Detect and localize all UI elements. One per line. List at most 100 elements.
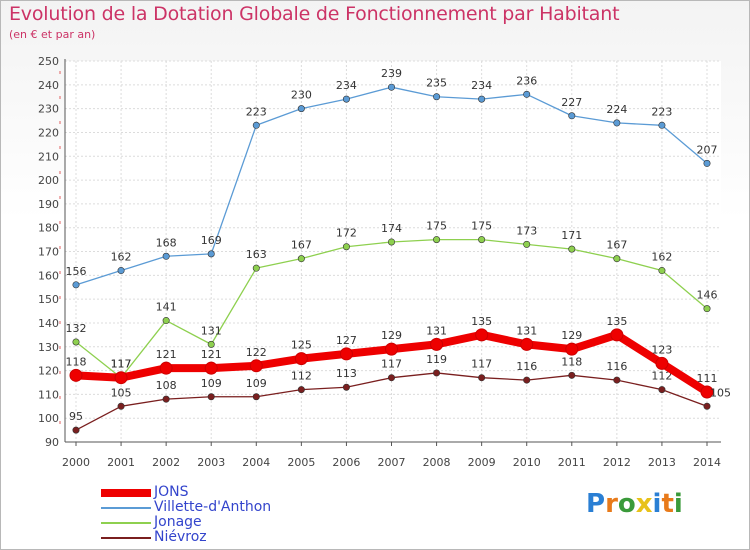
data-point-jons <box>475 328 489 342</box>
data-label-villette-d-anthon: 236 <box>516 74 537 87</box>
data-label-jonage: 172 <box>336 227 357 240</box>
y-tick-label: 140 <box>38 317 59 330</box>
data-label-nievroz-overlap: 105 <box>710 386 731 399</box>
data-label-jonage: 175 <box>471 220 492 233</box>
y-tick-label: 190 <box>38 198 59 211</box>
data-point-jons <box>520 337 534 351</box>
legend-item-villette: Villette-d'Anthon <box>101 500 361 515</box>
data-point-nievroz <box>433 369 441 377</box>
data-point-nievroz <box>478 374 486 382</box>
data-point-villette-d-anthon <box>703 159 711 167</box>
data-point-jons <box>700 385 714 399</box>
data-label-jons: 131 <box>426 324 447 337</box>
data-label-nievroz: 108 <box>156 379 177 392</box>
data-label-jonage: 171 <box>561 229 582 242</box>
data-label-jons: 118 <box>66 355 87 368</box>
y-tick-label: 220 <box>38 126 59 139</box>
data-point-jonage <box>297 255 305 263</box>
x-tick-label: 2008 <box>423 456 451 469</box>
y-tick-label: 130 <box>38 341 59 354</box>
data-label-nievroz: 117 <box>381 358 402 371</box>
data-label-nievroz: 109 <box>201 377 222 390</box>
data-label-villette-d-anthon: 169 <box>201 234 222 247</box>
y-tick-label: 120 <box>38 365 59 378</box>
legend-label-jons: JONS <box>154 484 189 500</box>
legend-swatch-villette <box>101 507 151 509</box>
data-point-jonage <box>162 317 170 325</box>
data-point-jonage <box>342 243 350 251</box>
data-label-jonage: 132 <box>66 322 87 335</box>
logo-letter: t <box>661 489 674 519</box>
x-tick-label: 2014 <box>693 456 721 469</box>
data-point-nievroz <box>658 386 666 394</box>
x-tick-label: 2011 <box>558 456 586 469</box>
proxiti-logo: Proxiti <box>586 489 683 519</box>
data-point-jonage <box>72 338 80 346</box>
data-point-jons <box>430 337 444 351</box>
y-tick-label: 240 <box>38 79 59 92</box>
data-point-jons <box>655 356 669 370</box>
data-point-jons <box>385 342 398 356</box>
chart-subtitle: (en € et par an) <box>9 28 96 41</box>
x-tick-label: 2007 <box>378 456 406 469</box>
data-point-villette-d-anthon <box>72 281 80 289</box>
data-point-jons <box>565 342 579 356</box>
data-label-villette-d-anthon: 224 <box>606 103 627 116</box>
data-label-jons: 129 <box>561 329 582 342</box>
data-point-villette-d-anthon <box>478 95 486 103</box>
x-tick-label: 2009 <box>468 456 496 469</box>
data-label-jons: 129 <box>381 329 402 342</box>
data-label-nievroz: 119 <box>426 353 447 366</box>
data-label-jonage: 167 <box>606 239 627 252</box>
y-tick-label: 90 <box>45 436 59 449</box>
data-label-jons: 123 <box>651 343 672 356</box>
data-label-villette-d-anthon: 168 <box>156 236 177 249</box>
data-point-nievroz <box>207 393 215 401</box>
data-label-villette-d-anthon: 223 <box>246 105 267 118</box>
data-point-jons <box>159 361 173 375</box>
data-point-villette-d-anthon <box>523 90 531 98</box>
data-label-jons: 135 <box>606 315 627 328</box>
data-point-jonage <box>568 245 576 253</box>
data-label-jons: 135 <box>471 315 492 328</box>
data-point-villette-d-anthon <box>568 112 576 120</box>
data-label-jons: 117 <box>111 358 132 371</box>
data-point-jonage <box>478 236 486 244</box>
legend-swatch-nievroz <box>101 537 151 539</box>
data-point-villette-d-anthon <box>658 121 666 129</box>
data-label-nievroz: 105 <box>111 386 132 399</box>
data-label-nievroz: 112 <box>291 370 312 383</box>
x-tick-label: 2013 <box>648 456 676 469</box>
data-point-nievroz <box>72 426 80 434</box>
x-tick-label: 2001 <box>107 456 135 469</box>
logo-letter: i <box>673 489 683 519</box>
y-tick-label: 230 <box>38 103 59 116</box>
y-tick-label: 210 <box>38 150 59 163</box>
data-point-jons <box>610 328 624 342</box>
data-point-jonage <box>252 264 260 272</box>
data-label-jons: 121 <box>156 348 177 361</box>
data-point-jonage <box>658 267 666 275</box>
data-label-villette-d-anthon: 234 <box>336 79 357 92</box>
data-label-jonage: 174 <box>381 222 402 235</box>
data-label-jonage: 131 <box>201 324 222 337</box>
data-point-villette-d-anthon <box>117 267 125 275</box>
data-label-nievroz: 95 <box>69 410 83 423</box>
data-label-jonage: 167 <box>291 239 312 252</box>
data-label-nievroz: 112 <box>651 370 672 383</box>
x-tick-label: 2005 <box>287 456 315 469</box>
data-point-jons <box>69 368 83 382</box>
legend-item-jons: JONS <box>101 485 361 500</box>
data-label-villette-d-anthon: 235 <box>426 77 447 90</box>
data-label-jons: 131 <box>516 324 537 337</box>
data-point-nievroz <box>568 371 576 379</box>
legend-swatch-jons <box>101 489 151 497</box>
data-label-nievroz: 118 <box>561 355 582 368</box>
data-point-jons <box>204 361 218 375</box>
data-point-jonage <box>613 255 621 263</box>
data-point-nievroz <box>523 376 531 384</box>
x-tick-label: 2010 <box>513 456 541 469</box>
data-point-jons <box>339 347 353 361</box>
data-label-villette-d-anthon: 156 <box>66 265 87 278</box>
